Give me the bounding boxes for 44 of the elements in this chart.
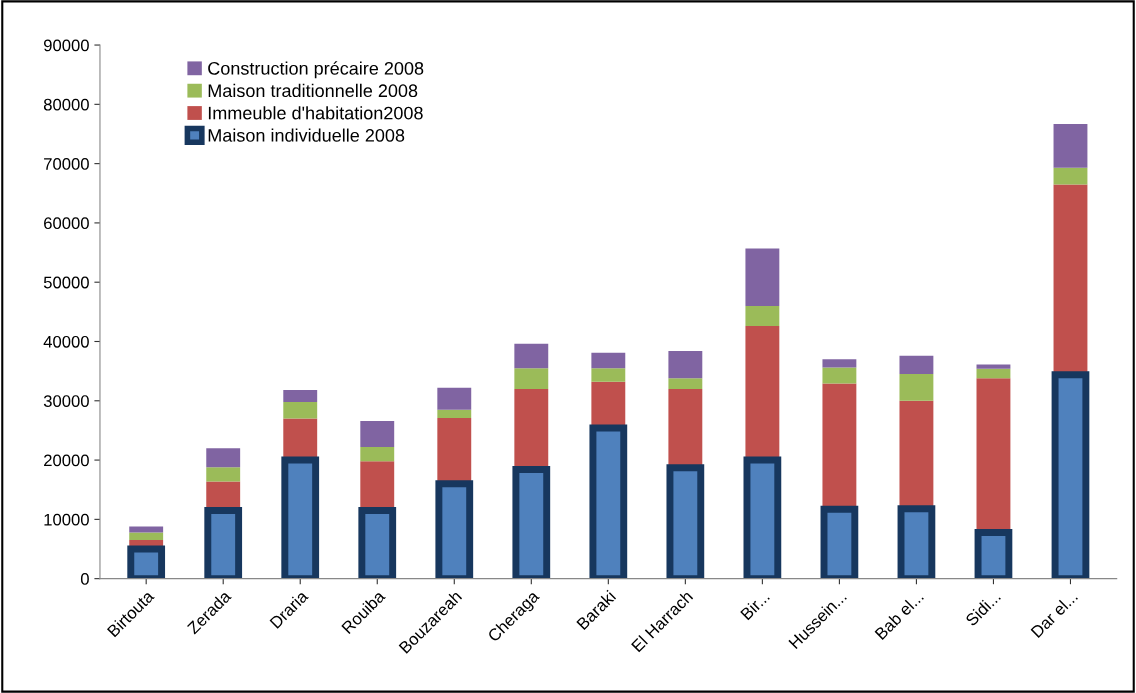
bar: [591, 368, 626, 382]
bar: [822, 367, 857, 384]
y-tick-label: 0: [80, 573, 89, 585]
bar: [360, 420, 395, 448]
bar: [1053, 123, 1088, 168]
bar: [976, 368, 1011, 379]
legend-label: Construction précaire 2008: [208, 61, 424, 79]
x-tick-label: Bir...: [739, 590, 770, 621]
bar: [437, 409, 472, 418]
y-tick-label: 70000: [44, 158, 89, 170]
bar: [745, 305, 780, 327]
bar: [283, 390, 318, 402]
y-tick-label: 40000: [43, 335, 89, 348]
bar: [668, 350, 703, 379]
legend-label: Maison traditionnelle 2008: [208, 83, 418, 98]
bar: [514, 368, 549, 389]
bar: [668, 378, 703, 389]
bar: [976, 364, 1011, 369]
bar: [360, 447, 395, 462]
y-tick-label: 30000: [43, 395, 89, 407]
legend-label: Immeuble d'habitation2008: [208, 106, 423, 120]
y-tick-label: 50000: [43, 276, 89, 289]
bar: [129, 526, 164, 533]
bar: [206, 467, 241, 482]
y-tick-label: 10000: [44, 513, 89, 526]
bar: [1053, 167, 1088, 185]
legend-label: Maison individuelle 2008: [208, 128, 405, 142]
bar: [745, 248, 780, 306]
x-tick-label: Sidi...: [964, 590, 1002, 627]
y-tick-label: 20000: [44, 454, 89, 467]
bar: [129, 532, 164, 541]
bar: [822, 359, 857, 368]
y-tick-label: 90000: [43, 39, 89, 52]
x-tick-label: Dar el...: [1030, 590, 1079, 639]
bar: [899, 374, 934, 401]
bar: [514, 343, 549, 369]
bar: [591, 352, 626, 369]
bar: [206, 448, 241, 468]
bar: [899, 355, 934, 375]
y-tick-label: 80000: [43, 98, 89, 111]
bar: [437, 387, 472, 410]
x-tick-label: Bab el...: [874, 590, 925, 640]
y-tick-label: 60000: [44, 217, 89, 230]
bar: [283, 401, 318, 419]
